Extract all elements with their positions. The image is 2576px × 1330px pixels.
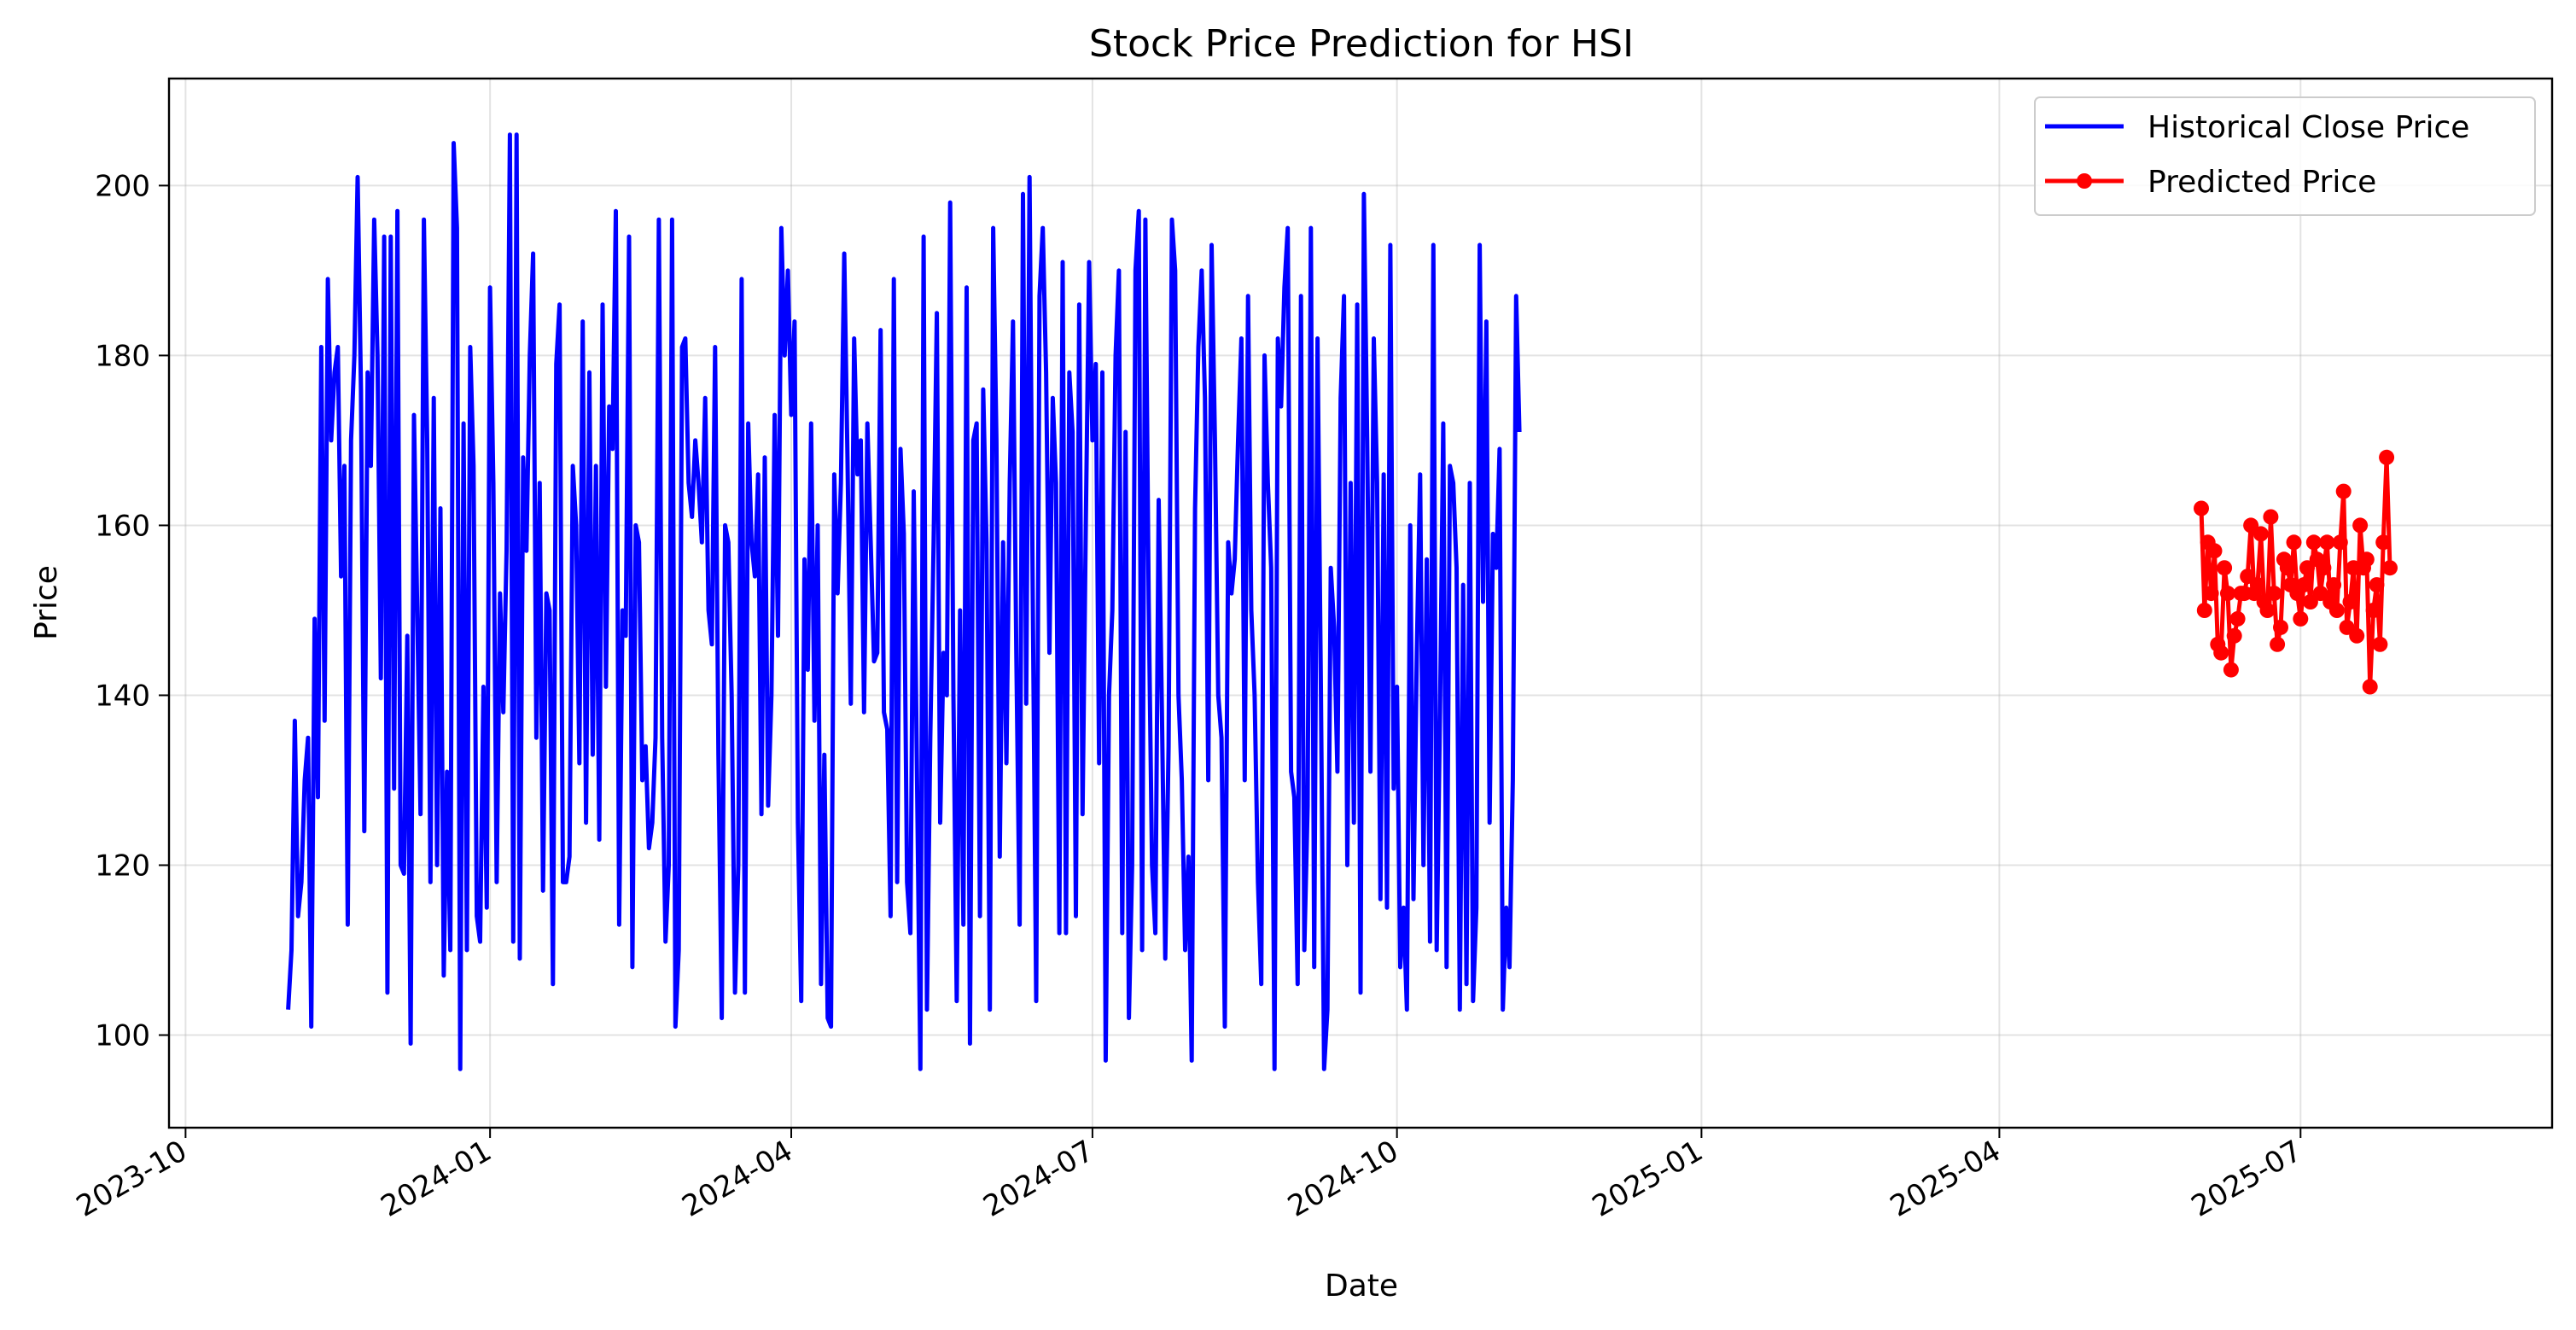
predicted-price-point bbox=[2249, 577, 2265, 593]
predicted-price-point bbox=[2226, 627, 2242, 644]
predicted-price-point bbox=[2349, 627, 2365, 644]
predicted-price-point bbox=[2369, 577, 2385, 593]
predicted-price-point bbox=[2305, 534, 2322, 551]
predicted-price-point bbox=[2319, 534, 2335, 551]
predicted-price-point bbox=[2316, 560, 2332, 576]
legend: Historical Close Price Predicted Price bbox=[2034, 96, 2536, 216]
predicted-price-point bbox=[2259, 603, 2276, 618]
legend-label-historical: Historical Close Price bbox=[2148, 110, 2469, 145]
plot-frame bbox=[167, 77, 2554, 1129]
predicted-price-point bbox=[2335, 483, 2352, 499]
chart-title: Stock Price Prediction for HSI bbox=[1089, 22, 1634, 66]
predicted-price-point bbox=[2326, 577, 2342, 593]
legend-marker-predicted bbox=[2077, 173, 2092, 189]
predicted-price-point bbox=[2332, 534, 2348, 551]
predicted-price-point bbox=[2279, 560, 2295, 576]
predicted-price-point bbox=[2253, 526, 2269, 542]
predicted-price-point bbox=[2372, 636, 2388, 652]
predicted-price-point bbox=[2203, 586, 2219, 602]
y-tick-label: 180 bbox=[95, 339, 150, 373]
predicted-price-point bbox=[2293, 610, 2309, 627]
predicted-price-point bbox=[2352, 517, 2369, 534]
predicted-price-point bbox=[2342, 594, 2358, 610]
y-tick-label: 100 bbox=[95, 1019, 150, 1053]
x-axis-label: Date bbox=[1325, 1269, 1398, 1304]
y-tick-label: 200 bbox=[95, 169, 150, 203]
predicted-price-point bbox=[2273, 619, 2288, 635]
predicted-price-point bbox=[2213, 645, 2229, 661]
predicted-price-line bbox=[2199, 455, 2392, 689]
y-tick-label: 120 bbox=[95, 849, 150, 884]
predicted-price-point bbox=[2263, 509, 2279, 525]
predicted-price-point bbox=[2286, 534, 2302, 551]
historical-price-line bbox=[286, 132, 1522, 1071]
predicted-price-point bbox=[2365, 603, 2381, 618]
predicted-price-point bbox=[2220, 586, 2235, 602]
predicted-price-point bbox=[2296, 577, 2312, 593]
plot-series bbox=[286, 132, 2398, 1071]
y-tick-label: 160 bbox=[95, 509, 150, 543]
predicted-price-point bbox=[2223, 662, 2239, 678]
predicted-price-point bbox=[2217, 560, 2233, 576]
predicted-price-point bbox=[2375, 534, 2392, 551]
predicted-price-point bbox=[2270, 636, 2286, 652]
predicted-price-point bbox=[2328, 603, 2345, 618]
predicted-price-point bbox=[2229, 610, 2246, 627]
predicted-price-point bbox=[2362, 679, 2378, 695]
y-axis-label: Price bbox=[29, 565, 64, 640]
predicted-price-point bbox=[2382, 560, 2398, 576]
legend-label-predicted: Predicted Price bbox=[2148, 165, 2376, 200]
predicted-price-point bbox=[2266, 586, 2282, 602]
predicted-price-point bbox=[2196, 603, 2212, 618]
predicted-price-point bbox=[2206, 543, 2223, 559]
predicted-price-point bbox=[2302, 594, 2318, 610]
y-tick-label: 140 bbox=[95, 679, 150, 713]
predicted-price-point bbox=[2358, 551, 2375, 568]
predicted-price-point bbox=[2194, 500, 2209, 516]
predicted-price-point bbox=[2243, 517, 2259, 534]
predicted-price-point bbox=[2379, 449, 2395, 465]
legend-box bbox=[2034, 96, 2536, 216]
